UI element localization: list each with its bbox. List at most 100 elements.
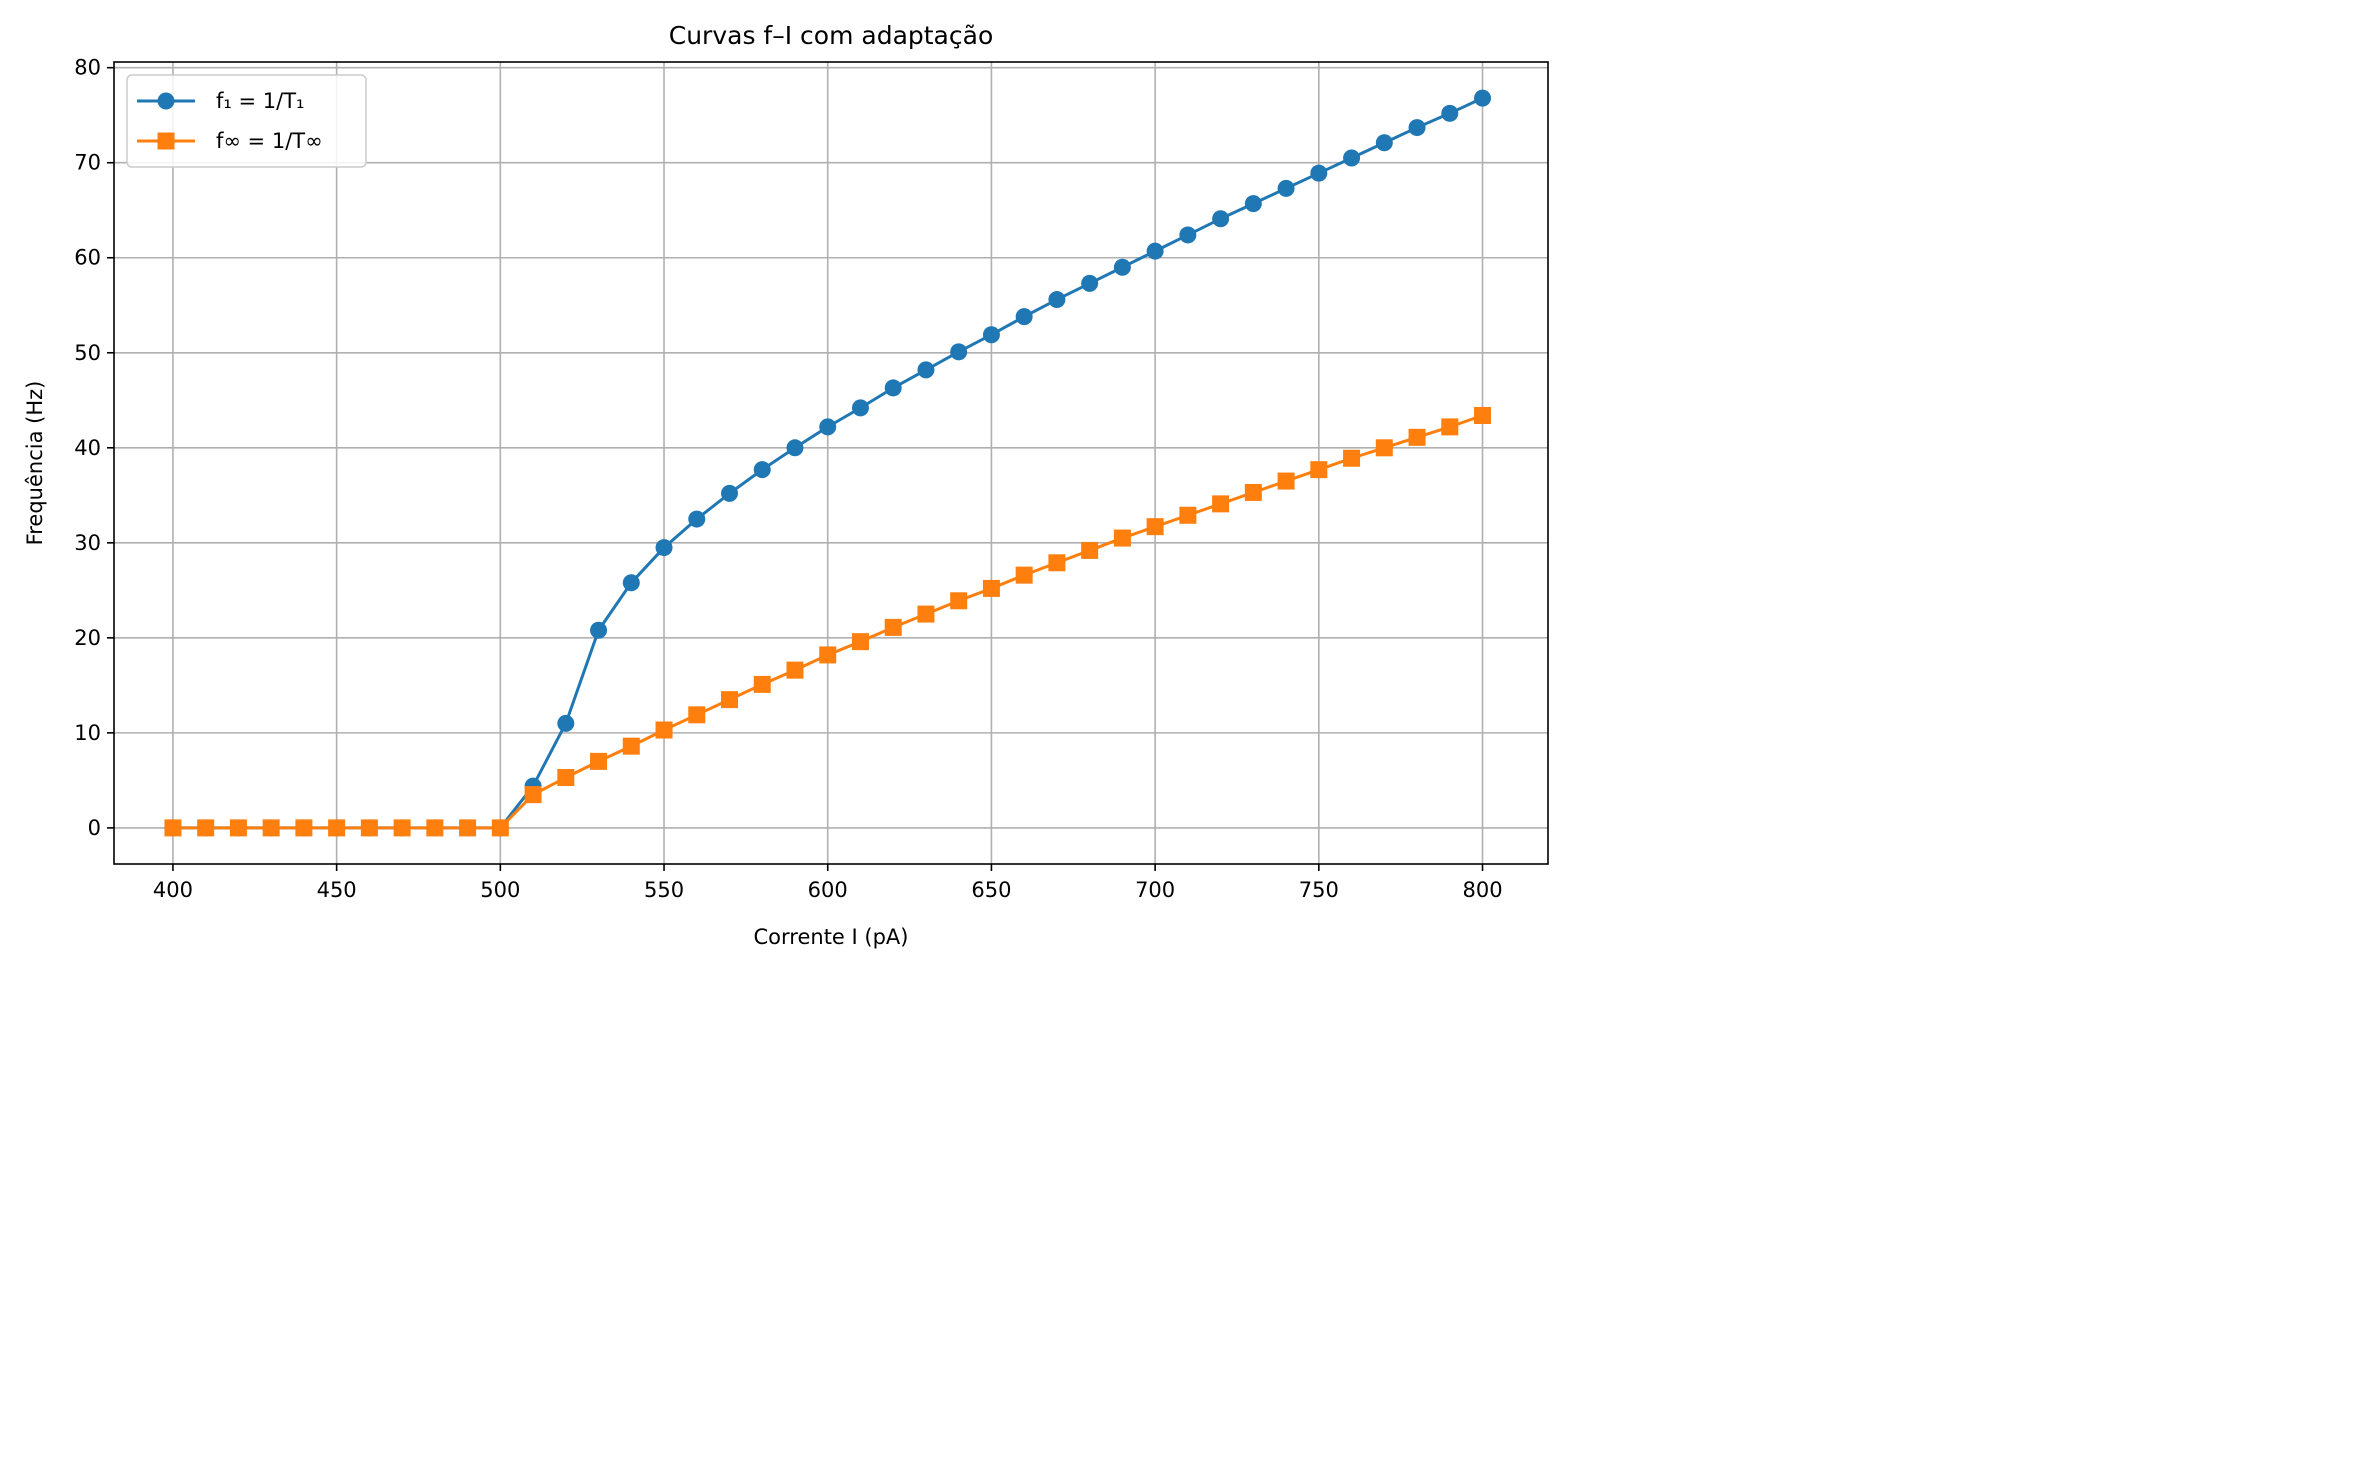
series-1-point: [753, 461, 771, 479]
y-tick-label: 60: [74, 246, 101, 270]
series-2-point: [360, 819, 378, 837]
series-1-point: [1441, 104, 1459, 122]
series-2-point: [229, 819, 247, 837]
legend-frame: [126, 74, 367, 168]
x-tick-label: 700: [1135, 878, 1175, 902]
series-1-point: [1146, 242, 1164, 260]
series-2-point: [393, 819, 411, 837]
series-2-point: [1277, 472, 1295, 490]
series-2-point: [1113, 529, 1131, 547]
y-tick-label: 20: [74, 626, 101, 650]
series-1-point: [1310, 164, 1328, 182]
series-1-point: [557, 714, 575, 732]
series-2-point: [950, 592, 968, 610]
y-tick-label: 30: [74, 531, 101, 555]
series-2-point: [1408, 428, 1426, 446]
series-1-point: [1244, 195, 1262, 213]
axis-ticks: 400 450 500 550 600 650 700 750 800 0 10 20 30 40 50 60…: [74, 56, 1502, 902]
y-tick-label: 0: [88, 816, 101, 840]
plot-frame: [113, 61, 1549, 865]
series-2-point: [884, 618, 902, 636]
x-tick-label: 400: [153, 878, 193, 902]
series-1-point: [590, 621, 608, 639]
y-tick-label: 80: [74, 56, 101, 80]
series-2-point: [819, 646, 837, 664]
series-2-point: [524, 786, 542, 804]
series-1-point: [1081, 274, 1099, 292]
series-1-point: [688, 510, 706, 528]
series-2-point: [688, 706, 706, 724]
series-2-point: [426, 819, 444, 837]
x-tick-label: 800: [1462, 878, 1502, 902]
series-2-point: [1081, 541, 1099, 559]
series-2-point: [1343, 449, 1361, 467]
series-1-point: [622, 574, 640, 592]
series-1-point: [1277, 179, 1295, 197]
x-tick-label: 650: [971, 878, 1011, 902]
series-2-point: [1146, 518, 1164, 536]
series-1-point: [786, 439, 804, 457]
series-1-point: [884, 379, 902, 397]
legend-swatch-marker: [157, 132, 175, 150]
y-tick-label: 50: [74, 341, 101, 365]
series-1-point: [1375, 134, 1393, 152]
series-2-point: [1375, 439, 1393, 457]
series-2-point: [459, 819, 477, 837]
x-tick-label: 450: [317, 878, 357, 902]
series-1-point: [655, 539, 673, 557]
series-2-point: [851, 633, 869, 651]
series-2-point: [590, 752, 608, 770]
series-1-point: [1179, 226, 1197, 244]
series-2-point: [786, 661, 804, 679]
series-2-point: [1441, 418, 1459, 436]
series-1-point: [950, 343, 968, 361]
series-2-point: [491, 819, 509, 837]
series-2-point: [982, 579, 1000, 597]
series-1-point: [982, 326, 1000, 344]
series-1-point: [1474, 89, 1492, 107]
series-2-point: [164, 819, 182, 837]
series-1-point: [819, 418, 837, 436]
plot-series: [164, 89, 1492, 837]
x-tick-label: 500: [480, 878, 520, 902]
y-tick-label: 10: [74, 721, 101, 745]
x-axis-label: Corrente I (pA): [754, 925, 909, 949]
chart-title: Curvas f–I com adaptação: [669, 21, 994, 50]
legend-label: f∞ = 1/T∞: [216, 129, 323, 153]
series-2-point: [655, 721, 673, 739]
series-1-point: [1343, 149, 1361, 167]
legend-swatch-marker: [157, 92, 175, 110]
series-1-point: [1048, 291, 1066, 309]
series-2-point: [295, 819, 313, 837]
legend: f₁ = 1/T₁ f∞ = 1/T∞: [126, 74, 367, 168]
series-2-point: [1310, 461, 1328, 479]
y-axis-label: Frequência (Hz): [23, 381, 47, 546]
series-2-point: [917, 605, 935, 623]
series-1-point: [1408, 119, 1426, 137]
series-2-point: [262, 819, 280, 837]
series-2: [164, 406, 1492, 837]
series-2-point: [328, 819, 346, 837]
series-2-point: [1048, 554, 1066, 572]
y-tick-label: 70: [74, 151, 101, 175]
series-2-point: [753, 675, 771, 693]
series-2-point: [557, 769, 575, 787]
series-1-point: [917, 361, 935, 379]
chart-canvas: 400 450 500 550 600 650 700 750 800 0 10 20 30 40 50 60…: [23, 21, 1549, 949]
series-2-point: [1015, 566, 1033, 584]
series-2-point: [622, 737, 640, 755]
x-tick-label: 600: [808, 878, 848, 902]
series-1-point: [721, 484, 739, 502]
series-2-point: [197, 819, 215, 837]
legend-label: f₁ = 1/T₁: [216, 89, 304, 113]
grid: [114, 62, 1548, 864]
series-1-point: [1212, 210, 1230, 228]
y-tick-label: 40: [74, 436, 101, 460]
series-2-point: [1179, 506, 1197, 524]
series-2-point: [1244, 483, 1262, 501]
series-2-point: [1212, 495, 1230, 513]
series-2-point: [1474, 406, 1492, 424]
series-1-point: [851, 399, 869, 417]
series-1-point: [1113, 258, 1131, 276]
series-1-point: [1015, 308, 1033, 326]
